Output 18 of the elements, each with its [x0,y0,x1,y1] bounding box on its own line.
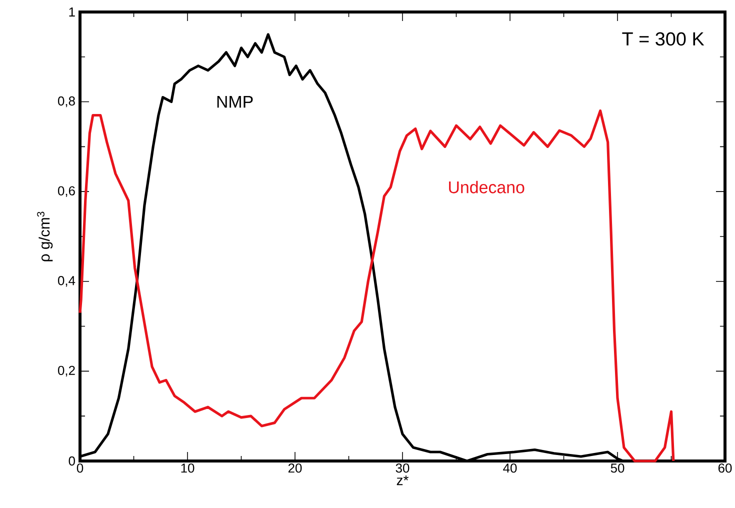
x-tick-label: 10 [181,463,194,473]
x-tick-label: 50 [610,463,624,473]
y-tick-label: 0,6 [58,186,75,197]
annotation: T = 300 K [622,32,704,46]
text: Undecano [449,180,524,194]
x-tick-label: 0 [76,463,84,473]
x-tick-label: 20 [288,463,302,473]
y-tick-label: 1 [69,8,75,16]
y-tick-label: 0,2 [58,366,75,377]
y-tick-label: 0 [68,456,75,466]
y-tick-label: 0,4 [58,276,76,287]
x-tick-label: 40 [503,463,517,473]
y-tick-label: 0,8 [58,96,75,108]
x-tick-label: 30 [396,463,410,473]
x-axis-title: z* [396,476,408,486]
series-label: NMP [217,96,253,108]
y-axis-title: ρ g/cm$^{3}$ [37,212,53,262]
x-tick-label: 60 [718,463,732,473]
